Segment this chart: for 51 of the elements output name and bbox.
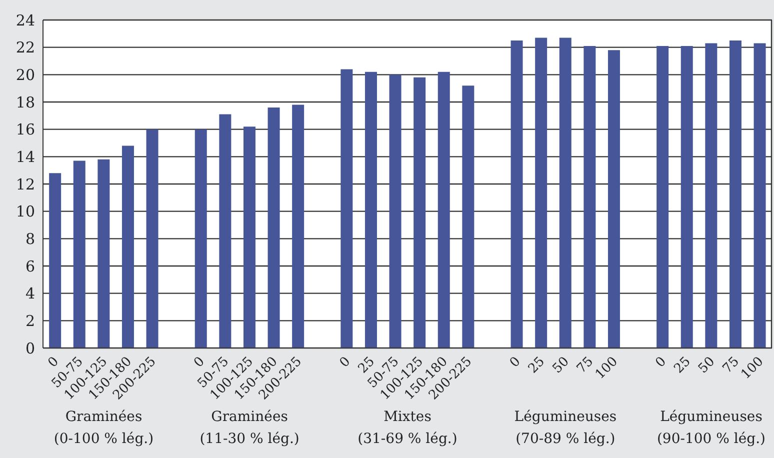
y-tick-label: 12 (16, 175, 35, 194)
bar (194, 129, 207, 348)
bar (389, 74, 402, 348)
bar (49, 173, 62, 348)
y-tick-label: 8 (25, 230, 35, 248)
y-tick-label: 4 (25, 284, 35, 303)
bar (122, 146, 134, 348)
y-tick-label: 22 (16, 38, 35, 57)
bar (754, 43, 766, 348)
bar (559, 38, 572, 348)
bar (98, 159, 110, 348)
y-tick-label: 14 (16, 148, 35, 166)
bar (364, 72, 377, 348)
text: Graminées (11-30 % lég.) (198, 408, 300, 449)
bar (292, 104, 304, 348)
text: Légumineuses (90-100 % lég.) (656, 408, 767, 449)
x-tick-label: 25 (671, 354, 694, 377)
bar (438, 72, 450, 348)
text: Graminées (0-100 % lég.) (52, 408, 155, 449)
bar (340, 69, 353, 348)
bar (462, 86, 474, 348)
y-tick-label: 16 (16, 120, 35, 139)
y-tick-label: 6 (25, 257, 35, 276)
bar (608, 50, 620, 348)
bar (535, 38, 548, 348)
bar (268, 107, 280, 348)
y-tick-label: 0 (25, 339, 35, 358)
x-tick-label: 0 (337, 354, 354, 371)
bar (705, 43, 718, 348)
bar (680, 46, 693, 348)
bar (584, 46, 596, 348)
bar (510, 40, 523, 348)
x-tick-label: 50 (550, 354, 572, 377)
x-tick-label: 25 (526, 354, 548, 377)
x-tick-label: 50 (696, 354, 718, 377)
bar (656, 46, 669, 348)
bar (729, 40, 742, 348)
text: Mixtes (31-69 % lég.) (356, 408, 458, 449)
y-tick-label: 2 (25, 312, 35, 330)
bar (219, 114, 232, 348)
bar (73, 160, 86, 348)
x-tick-label: 0 (507, 354, 524, 371)
text: Légumineuses (70-89 % lég.) (513, 408, 618, 449)
y-tick-label: 20 (16, 66, 35, 84)
x-tick-label: 0 (653, 354, 670, 371)
y-tick-label: 10 (16, 202, 35, 221)
y-tick-label: 18 (16, 93, 35, 112)
bar (414, 77, 426, 348)
bar (243, 126, 256, 348)
y-tick-label: 24 (16, 11, 35, 30)
bar (146, 129, 158, 348)
